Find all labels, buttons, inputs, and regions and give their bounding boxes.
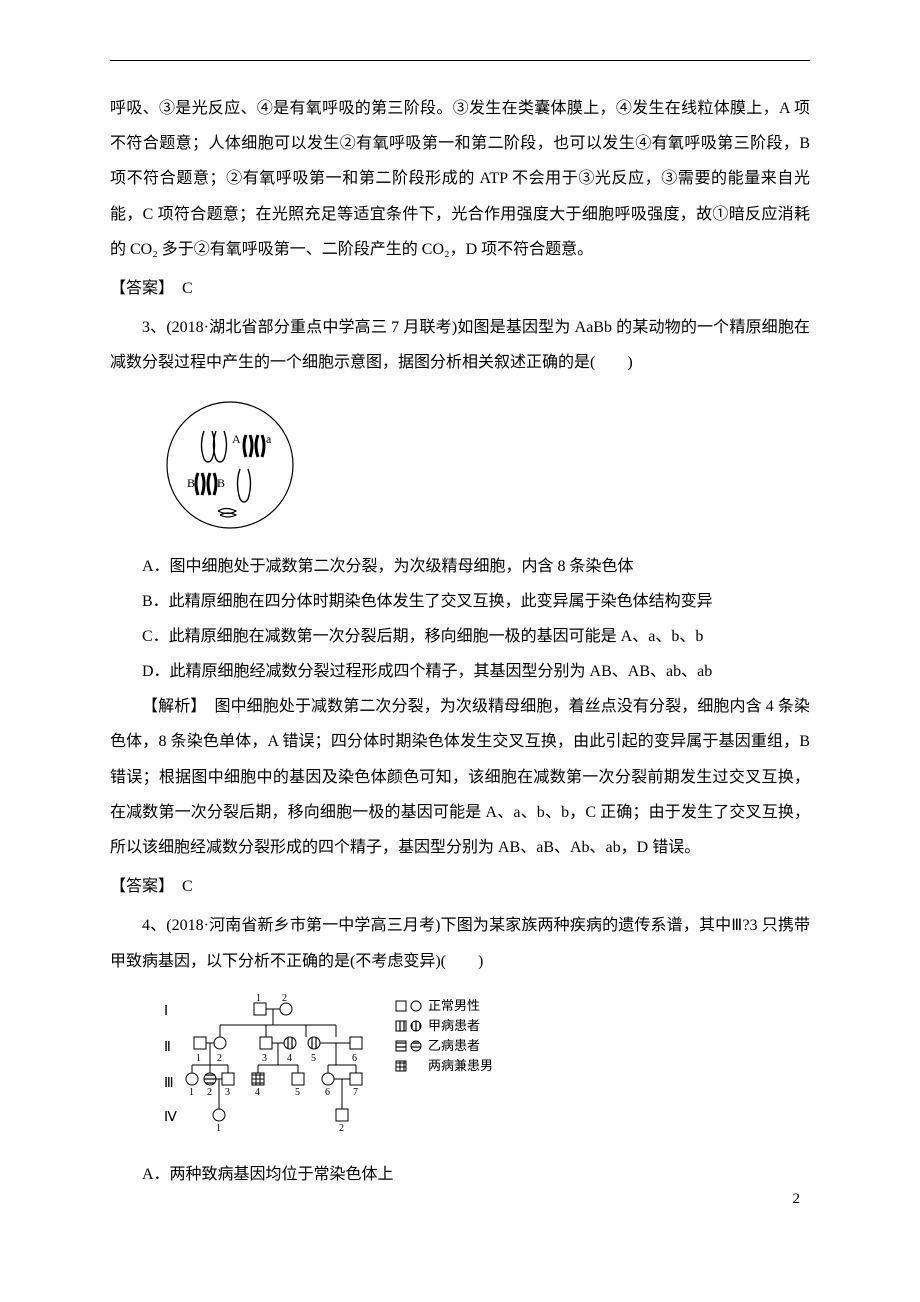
page-number: 2 (793, 1191, 801, 1208)
svg-text:1: 1 (189, 1087, 194, 1098)
option-4A: A．两种致病基因均位于常染色体上 (110, 1157, 810, 1192)
legend-label-0: 正常男性 (428, 998, 480, 1013)
paragraph-continuation: 呼吸、③是光反应、④是有氧呼吸的第三阶段。③发生在类囊体膜上，④发生在线粒体膜上… (110, 91, 810, 267)
option-3B: B．此精原细胞在四分体时期染色体发生了交叉互换，此变异属于染色体结构变异 (110, 584, 810, 619)
svg-text:6: 6 (325, 1087, 330, 1098)
answer-label-3: 【答案】 C (110, 869, 810, 904)
svg-text:7: 7 (353, 1087, 358, 1098)
svg-text:6: 6 (352, 1053, 357, 1064)
svg-text:4: 4 (287, 1053, 292, 1064)
label-B1: B (187, 476, 195, 490)
label-B2: B (217, 476, 225, 490)
legend-label-2: 乙病患者 (428, 1038, 480, 1053)
option-3D: D．此精原细胞经减数分裂过程形成四个精子，其基因型分别为 AB、AB、ab、ab (110, 654, 810, 689)
top-rule (110, 60, 810, 61)
svg-text:1: 1 (216, 1123, 221, 1134)
row-label-1: Ⅰ (164, 1004, 168, 1019)
svg-text:1: 1 (256, 993, 261, 1004)
svg-text:1: 1 (196, 1053, 201, 1064)
question-3-stem: 3、(2018·湖北省部分重点中学高三 7 月联考)如图是基因型为 AaBb 的… (110, 310, 810, 380)
legend-label-1: 甲病患者 (428, 1018, 480, 1033)
svg-text:2: 2 (339, 1123, 344, 1134)
figure-cell-diagram: A a B B (158, 395, 810, 535)
question-4-stem: 4、(2018·河南省新乡市第一中学高三月考)下图为某家族两种疾病的遗传系谱，其… (110, 908, 810, 978)
explanation-3: 【解析】 图中细胞处于减数第二次分裂，为次级精母细胞，着丝点没有分裂，细胞内含 … (110, 689, 810, 865)
cell-svg: A a B B (158, 395, 308, 535)
answer-label: 【答案】 C (110, 271, 810, 306)
option-3C: C．此精原细胞在减数第一次分裂后期，移向细胞一极的基因可能是 A、a、b、b (110, 619, 810, 654)
label-A: A (232, 432, 241, 446)
row-label-2: Ⅱ (164, 1040, 171, 1055)
svg-text:3: 3 (225, 1087, 230, 1098)
svg-text:2: 2 (282, 993, 287, 1004)
svg-text:5: 5 (311, 1053, 316, 1064)
label-a: a (266, 432, 272, 446)
svg-text:5: 5 (295, 1087, 300, 1098)
svg-text:2: 2 (207, 1087, 212, 1098)
svg-text:4: 4 (255, 1087, 260, 1098)
row-label-4: Ⅳ (164, 1110, 177, 1125)
pedigree-svg: Ⅰ Ⅱ Ⅲ Ⅳ 1 2 1 2 (158, 993, 528, 1143)
svg-text:2: 2 (217, 1053, 222, 1064)
row-label-3: Ⅲ (164, 1076, 174, 1091)
document-page: 呼吸、③是光反应、④是有氧呼吸的第三阶段。③发生在类囊体膜上，④发生在线粒体膜上… (0, 0, 920, 1232)
svg-text:3: 3 (262, 1053, 267, 1064)
legend-label-3: 两病兼患男 (428, 1058, 493, 1073)
figure-pedigree: Ⅰ Ⅱ Ⅲ Ⅳ 1 2 1 2 (158, 993, 810, 1143)
option-3A: A．图中细胞处于减数第二次分裂，为次级精母细胞，内含 8 条染色体 (110, 549, 810, 584)
legend: 正常男性 甲病患者 乙病患者 两病兼患男 (396, 998, 493, 1073)
